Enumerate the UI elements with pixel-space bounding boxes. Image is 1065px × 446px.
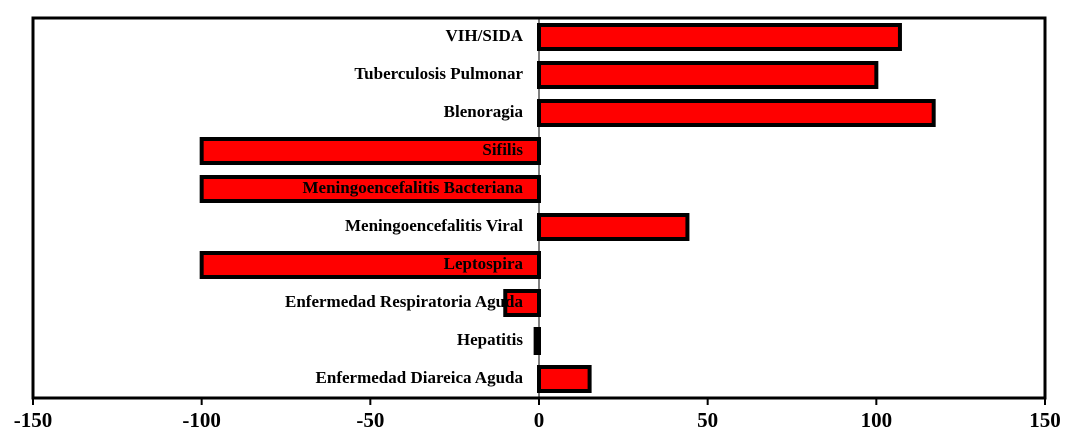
x-tick-label: -150: [14, 408, 53, 432]
y-tick-label: Tuberculosis Pulmonar: [354, 64, 523, 83]
y-tick-label: Blenoragia: [444, 102, 524, 121]
y-tick-label: Enfermedad Respiratoria Aguda: [285, 292, 524, 311]
y-tick-label: Enfermedad Diareica Aguda: [316, 368, 524, 387]
x-tick-label: 0: [534, 408, 545, 432]
bar: [199, 251, 542, 279]
y-tick-label: VIH/SIDA: [446, 26, 524, 45]
bar: [503, 289, 541, 317]
y-tick-label: Hepatitis: [457, 330, 523, 349]
bar: [537, 213, 690, 241]
bar: [199, 175, 542, 203]
y-tick-label: Leptospira: [444, 254, 524, 273]
bar: [537, 23, 902, 51]
x-tick-label: -100: [182, 408, 221, 432]
x-tick-label: 100: [861, 408, 893, 432]
y-tick-label: Meningoencefalitis Bacteriana: [303, 178, 524, 197]
y-tick-label: Sifilis: [482, 140, 523, 159]
bar: [533, 327, 541, 355]
x-tick-label: -50: [356, 408, 384, 432]
bar: [537, 99, 936, 127]
bar: [537, 61, 879, 89]
y-tick-label: Meningoencefalitis Viral: [345, 216, 523, 235]
bar: [537, 365, 592, 393]
x-tick-label: 150: [1029, 408, 1061, 432]
x-tick-label: 50: [697, 408, 718, 432]
